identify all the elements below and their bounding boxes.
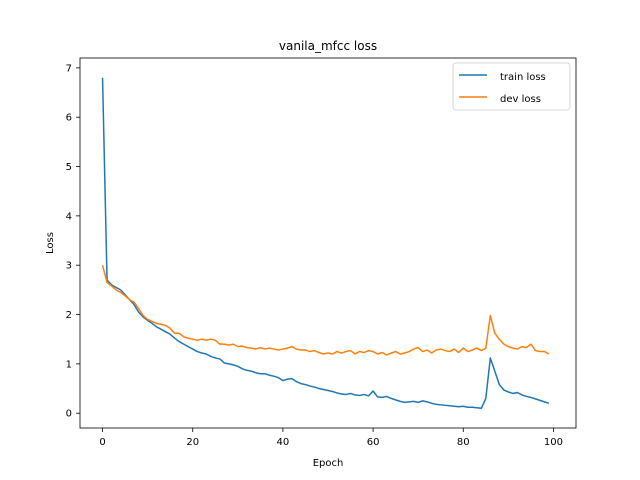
- legend-label-dev-loss: dev loss: [500, 94, 541, 105]
- x-tick-label: 40: [277, 437, 290, 448]
- y-tick-label: 5: [66, 162, 72, 173]
- y-tick-label: 1: [66, 359, 72, 370]
- y-tick-label: 7: [66, 63, 72, 74]
- y-tick-label: 4: [66, 211, 72, 222]
- legend: train loss dev loss: [452, 62, 571, 111]
- x-tick-label: 60: [367, 437, 380, 448]
- y-axis-label: Loss: [45, 232, 56, 254]
- chart-title: vanila_mfcc loss: [279, 39, 377, 53]
- y-tick-label: 3: [66, 261, 72, 272]
- series-line-train-loss: [101, 77, 550, 410]
- y-axis: 0 1 2 3 4 5 6 7: [66, 63, 80, 420]
- series-line-dev-loss: [101, 265, 550, 356]
- y-tick-label: 0: [66, 409, 72, 420]
- x-tick-label: 80: [457, 437, 470, 448]
- y-tick-label: 2: [66, 310, 72, 321]
- x-tick-label: 20: [186, 437, 199, 448]
- x-tick-label: 0: [99, 437, 105, 448]
- x-tick-label: 100: [544, 437, 563, 448]
- y-tick-label: 6: [66, 113, 72, 124]
- legend-label-train-loss: train loss: [500, 72, 546, 83]
- x-axis: 0 20 40 60 80 100: [99, 428, 563, 448]
- axes-frame: [79, 57, 577, 429]
- x-axis-label: Epoch: [313, 458, 344, 469]
- plot-area: [101, 77, 550, 410]
